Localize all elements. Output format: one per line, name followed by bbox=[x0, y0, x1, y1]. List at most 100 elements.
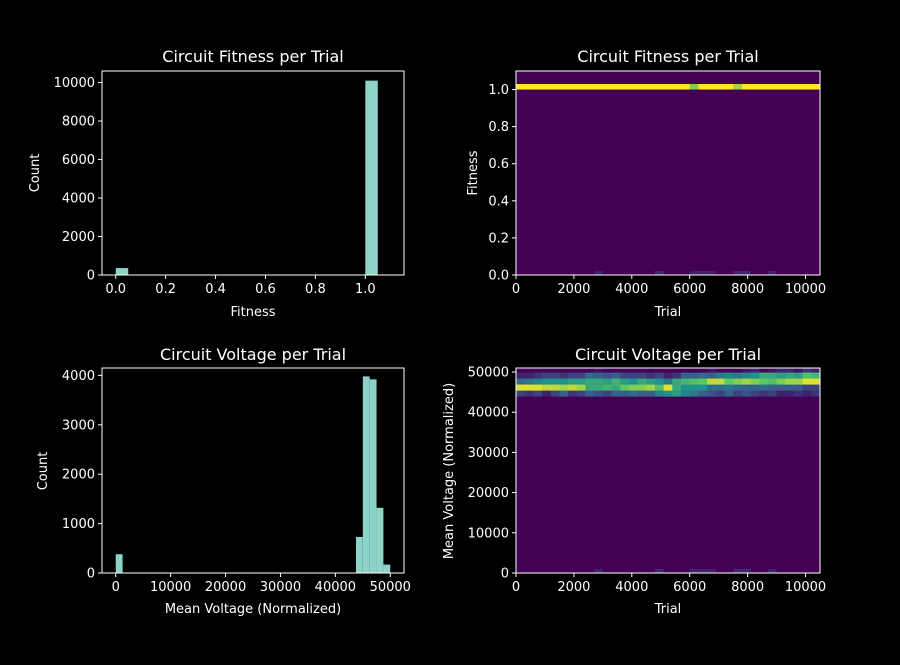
heatmap-cell bbox=[628, 372, 639, 379]
heatmap-cell bbox=[776, 372, 786, 379]
plot-voltage-histogram: 0 10000 20000 30000 40000 50000 0 1000 2000 3000 4… bbox=[62, 367, 411, 595]
heatmap-cell bbox=[733, 378, 743, 385]
heatmap-cell bbox=[733, 372, 743, 379]
heatmap-cell bbox=[559, 372, 569, 379]
heatmap-cell bbox=[620, 378, 630, 385]
x-tick-label: 10000 bbox=[785, 282, 826, 297]
x-tick-label: 0 bbox=[512, 580, 520, 595]
heatmap-cell bbox=[793, 368, 804, 373]
heatmap-cell bbox=[628, 390, 639, 397]
xlabel-voltage-histogram: Mean Voltage (Normalized) bbox=[165, 602, 341, 617]
heatmap-cell bbox=[654, 270, 664, 275]
heatmap-cell bbox=[611, 368, 621, 373]
heatmap-cell bbox=[620, 390, 630, 397]
heatmap-cell bbox=[611, 390, 621, 397]
heatmap-cell bbox=[611, 83, 621, 90]
heatmap-cell bbox=[793, 390, 804, 397]
heatmap-cell bbox=[802, 368, 812, 373]
heatmap-cell bbox=[654, 568, 664, 573]
y-tick-label: 10000 bbox=[468, 526, 509, 541]
heatmap-cell bbox=[654, 390, 665, 397]
heatmap-cell bbox=[715, 83, 725, 90]
y-tick-label: 0.8 bbox=[488, 120, 509, 135]
heatmap-cell bbox=[741, 378, 752, 385]
x-tick-label: 0.6 bbox=[255, 282, 276, 297]
y-tick-label: 2000 bbox=[62, 230, 95, 245]
x-tick-label: 1.0 bbox=[355, 282, 376, 297]
axes-frame bbox=[101, 367, 405, 574]
x-tick-label: 40000 bbox=[315, 580, 356, 595]
heatmap-cell bbox=[637, 372, 647, 379]
heatmap-cell bbox=[689, 270, 716, 275]
heatmap-cell bbox=[663, 83, 673, 90]
heatmap-cell bbox=[811, 378, 821, 385]
heatmap-cell bbox=[715, 384, 725, 391]
heatmap-cell bbox=[750, 384, 760, 391]
heatmap-cell bbox=[767, 270, 777, 275]
heatmap-cell bbox=[689, 368, 699, 373]
y-tick-label: 0 bbox=[87, 269, 95, 284]
heatmap-cell bbox=[646, 83, 656, 90]
heatmap-cell bbox=[811, 368, 821, 373]
heatmap-cell bbox=[559, 384, 569, 391]
heatmap-cell bbox=[524, 368, 534, 373]
heatmap-cell bbox=[646, 368, 656, 373]
histogram-bar bbox=[115, 554, 123, 573]
heatmap-cell bbox=[811, 390, 821, 397]
heatmap-cell bbox=[715, 372, 725, 379]
heatmap-cell bbox=[681, 390, 691, 397]
histogram-bar bbox=[362, 376, 370, 573]
heatmap-cell bbox=[594, 368, 604, 373]
heatmap-cell bbox=[750, 372, 760, 379]
heatmap-cell bbox=[576, 384, 586, 391]
heatmap-cell bbox=[776, 384, 786, 391]
y-tick-label: 3000 bbox=[62, 418, 95, 433]
heatmap-cell bbox=[681, 378, 691, 385]
x-tick-label: 0.4 bbox=[205, 282, 226, 297]
heatmap-cell bbox=[568, 378, 578, 385]
heatmap-cell bbox=[802, 372, 812, 379]
heatmap-cell bbox=[646, 372, 656, 379]
y-tick-label: 30000 bbox=[468, 446, 509, 461]
heatmap-cell bbox=[689, 83, 699, 90]
heatmap-cell bbox=[568, 368, 578, 373]
heatmap-cell bbox=[576, 372, 586, 379]
heatmap-background bbox=[516, 71, 820, 275]
heatmap-cell bbox=[733, 384, 743, 391]
heatmap-cell bbox=[733, 568, 751, 573]
heatmap-cell bbox=[559, 378, 569, 385]
heatmap-cell bbox=[550, 368, 560, 373]
x-tick-label: 8000 bbox=[731, 580, 764, 595]
heatmap-cell bbox=[689, 372, 699, 379]
heatmap-cell bbox=[585, 390, 595, 397]
heatmap-cell bbox=[576, 390, 586, 397]
heatmap-cell bbox=[585, 384, 595, 391]
heatmap-cell bbox=[759, 390, 769, 397]
axes-frame bbox=[515, 70, 821, 276]
y-tick-label: 8000 bbox=[62, 115, 95, 130]
histogram-bar bbox=[376, 507, 384, 573]
heatmap-cell bbox=[594, 378, 604, 385]
ylabel-voltage-heatmap: Mean Voltage (Normalized) bbox=[442, 383, 457, 559]
heatmap-cell bbox=[698, 372, 708, 379]
heatmap-cell bbox=[628, 83, 639, 90]
heatmap-cell bbox=[654, 368, 665, 373]
heatmap-cell bbox=[620, 83, 630, 90]
y-tick-label: 4000 bbox=[62, 192, 95, 207]
heatmap-cell bbox=[733, 368, 743, 373]
heatmap-cell bbox=[516, 83, 526, 90]
panel-voltage-histogram: Circuit Voltage per Trial Mean Voltage (… bbox=[36, 345, 346, 617]
y-tick-label: 0.2 bbox=[488, 231, 509, 246]
heatmap-cell bbox=[741, 372, 752, 379]
heatmap-cell bbox=[689, 390, 699, 397]
x-tick-label: 8000 bbox=[731, 282, 764, 297]
heatmap-cell bbox=[811, 83, 821, 90]
heatmap-cell bbox=[741, 368, 752, 373]
x-tick-label: 4000 bbox=[615, 580, 648, 595]
heatmap-cell bbox=[542, 378, 552, 385]
heatmap-cell bbox=[542, 372, 552, 379]
heatmap-cell bbox=[767, 384, 778, 391]
heatmap-cell bbox=[707, 368, 717, 373]
heatmap-cell bbox=[672, 368, 682, 373]
heatmap-cell bbox=[793, 378, 804, 385]
